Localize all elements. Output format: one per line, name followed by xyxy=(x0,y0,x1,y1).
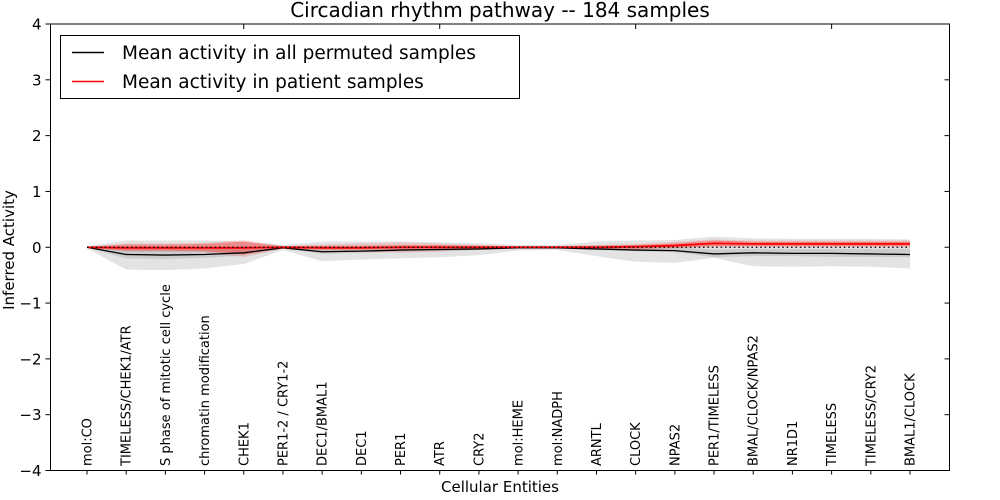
x-tick-label: NPAS2 xyxy=(668,424,683,466)
plot-lines xyxy=(86,242,911,256)
x-tick-label: ARNTL xyxy=(590,422,605,466)
x-tick-label: chromatin modification xyxy=(198,315,213,466)
x-tick-label: mol:NADPH xyxy=(551,391,566,466)
x-tick-label: ATR xyxy=(433,441,448,466)
legend-label-permuted: Mean activity in all permuted samples xyxy=(122,43,476,64)
y-tick-label: −1 xyxy=(19,295,41,313)
x-tick-label: TIMELESS/CRY2 xyxy=(864,365,879,467)
y-tick-label: −4 xyxy=(19,462,41,480)
y-tick-label: 0 xyxy=(32,239,42,257)
x-tick-label: TIMELESS/CHEK1/ATR xyxy=(120,325,135,467)
y-tick-label: −3 xyxy=(19,406,41,424)
y-tick-label: 2 xyxy=(32,127,42,145)
y-axis-label: Inferred Activity xyxy=(0,190,18,310)
plot-frame xyxy=(50,23,950,471)
plot-axes: 4 3 2 1 0 −1 −2 −3 −4 mol:CO TIMELESS/CHEK1/ATR S p… xyxy=(19,16,950,480)
x-tick-label: DEC1 xyxy=(355,430,370,466)
y-tick-label: 4 xyxy=(32,16,42,34)
x-tick-label: PER1/TIMELESS xyxy=(708,365,723,466)
x-tick-label: mol:CO xyxy=(81,418,96,466)
x-tick-label: NR1D1 xyxy=(786,421,801,466)
x-tick-label: PER1-2 / CRY1-2 xyxy=(276,361,291,466)
x-tick-label: CLOCK xyxy=(629,422,644,466)
permuted-band-inner xyxy=(87,246,910,259)
x-tick-label: CHEK1 xyxy=(237,422,252,466)
y-tick-label: −2 xyxy=(19,350,41,368)
x-tick-label: DEC1/BMAL1 xyxy=(316,382,331,467)
x-tick-label: mol:HEME xyxy=(512,400,527,466)
x-tick-label: TIMELESS xyxy=(825,403,840,467)
y-tick-label: 3 xyxy=(32,71,42,89)
x-tick-label: BMAL1/CLOCK xyxy=(904,373,919,466)
legend: Mean activity in all permuted samples Me… xyxy=(60,35,520,99)
x-axis-label: Cellular Entities xyxy=(441,478,559,496)
permuted-band-outer xyxy=(87,236,910,271)
x-tick-label: BMAL/CLOCK/NPAS2 xyxy=(747,335,762,466)
x-tick-label: CRY2 xyxy=(472,432,487,466)
permuted-mean-line xyxy=(86,246,911,256)
chart-title: Circadian rhythm pathway -- 184 samples xyxy=(290,0,710,22)
x-tick-label: S phase of mitotic cell cycle xyxy=(159,284,174,466)
legend-label-patient: Mean activity in patient samples xyxy=(122,72,424,93)
y-tick-label: 1 xyxy=(32,183,42,201)
x-tick-label: PER1 xyxy=(394,433,409,466)
legend-box xyxy=(60,35,520,99)
